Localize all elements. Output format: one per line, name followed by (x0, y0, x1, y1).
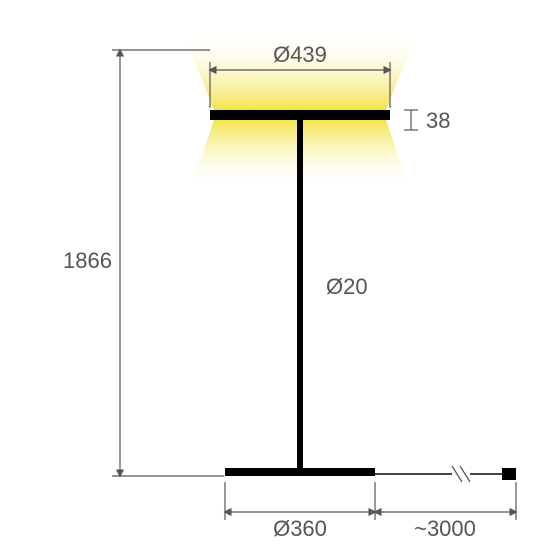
dim-pole-diameter-label: Ø20 (326, 274, 368, 299)
cord-break-mark (452, 466, 462, 482)
cord-break-mark (460, 466, 470, 482)
power-plug (502, 468, 516, 480)
lamp-pole (297, 120, 303, 468)
dim-head-height-label: 38 (426, 108, 450, 133)
dim-top-diameter-label: Ø439 (273, 42, 327, 67)
lamp-base (225, 468, 375, 476)
lamp-head-disk (210, 110, 390, 120)
dim-cord-length-label: ~3000 (414, 516, 476, 541)
dim-base-diameter-label: Ø360 (273, 516, 327, 541)
dim-total-height-label: 1866 (63, 248, 112, 273)
